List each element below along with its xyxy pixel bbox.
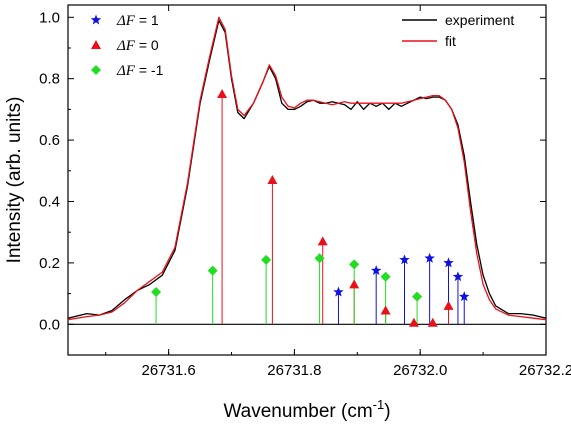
legend-label: experiment [445,12,514,28]
y-axis-title: Intensity (arb. units) [4,97,25,264]
stick-marker [380,271,391,282]
stick-marker [452,271,464,282]
stick-marker [427,317,438,327]
stick-marker [349,259,360,270]
stick-marker [151,287,162,298]
stick-marker [261,254,272,265]
stick-marker [399,254,410,265]
y-tick-label: 0.6 [39,132,60,149]
legend-marker [90,14,102,25]
y-tick-label: 0.8 [39,71,60,88]
legend-marker [91,65,101,75]
x-axis-title-sup: -1 [373,397,385,412]
stick-marker [459,291,470,302]
x-tick-label: 26731.8 [267,362,321,379]
stick-marker [333,286,344,297]
stick-marker [380,305,391,315]
plot-frame [67,4,547,356]
axes-layer: 26731.6 26731.8 26732.0 26732.2 0.0 0.2 0.4 0.6… [39,5,571,379]
x-axis-title: Wavenumber (cm-1) [223,397,390,422]
stick-marker [217,89,228,99]
stick-marker [267,175,278,184]
legend-label: ΔF = 1 [116,12,159,29]
y-tick-label: 0.2 [39,255,60,272]
x-axis-title-main: Wavenumber (cm [223,401,372,422]
stick-marker [314,253,325,264]
y-tick-label: 0.4 [39,193,60,210]
y-tick-label: 0.0 [39,316,60,333]
x-tick-label: 26732.2 [519,362,571,379]
stick-layer [151,89,470,327]
stick-marker [370,265,382,276]
series-layer [68,16,546,325]
legend-label: fit [445,33,456,49]
stick-marker [317,236,328,246]
y-tick-label: 1.0 [39,9,60,26]
x-axis-title-end: ) [384,401,390,422]
stick-marker [349,279,360,289]
stick-marker [207,265,218,276]
legend-marker [91,40,101,49]
legend-left: ΔF = 1 ΔF = 0 ΔF = -1 [90,12,164,79]
stick-marker [443,300,454,310]
x-tick-label: 26731.6 [142,362,196,379]
legend-label: ΔF = -1 [116,62,164,79]
stick-marker [424,252,435,263]
stick-marker [408,317,419,327]
legend-label: ΔF = 0 [116,37,159,54]
stick-marker [443,257,454,268]
legend-right: experiment fit [402,12,514,49]
stick-marker [412,291,423,302]
series-line-fit [68,16,546,321]
x-tick-label: 26732.0 [393,362,447,379]
